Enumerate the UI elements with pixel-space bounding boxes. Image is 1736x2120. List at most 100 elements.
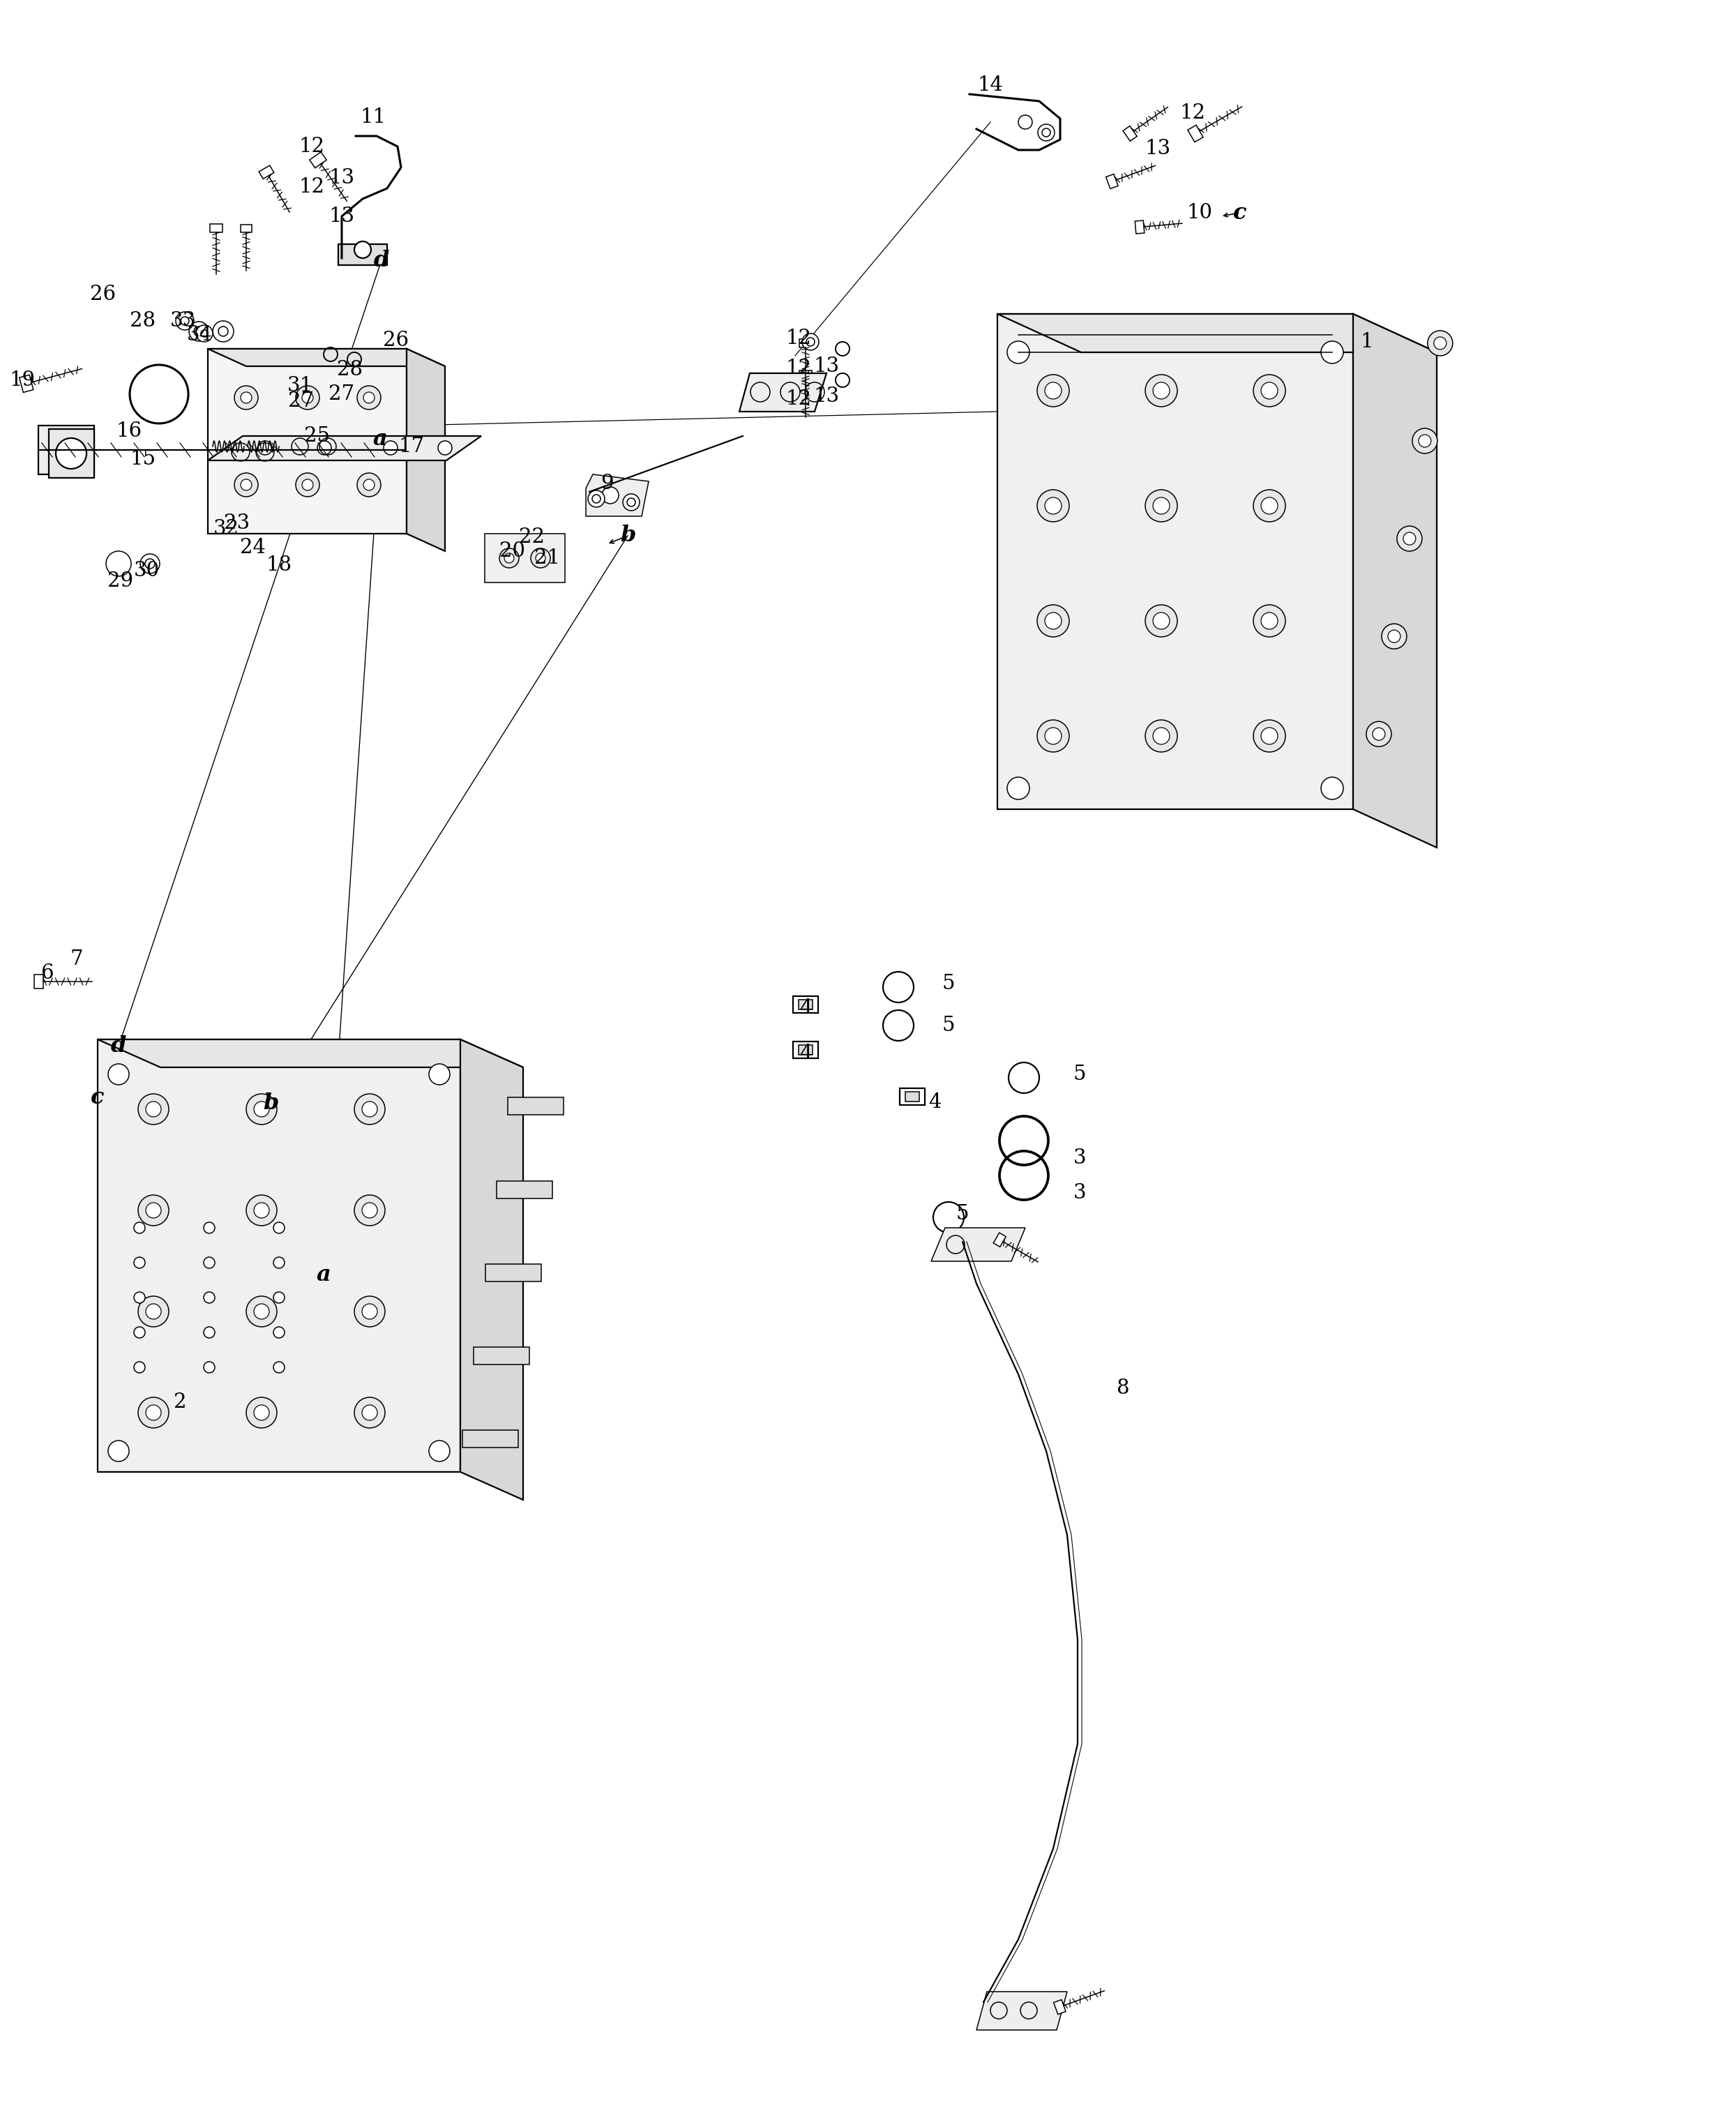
Circle shape — [437, 441, 451, 456]
Polygon shape — [799, 371, 812, 379]
Circle shape — [1260, 727, 1278, 744]
Circle shape — [536, 553, 545, 564]
Text: 25: 25 — [304, 426, 330, 445]
Text: 2: 2 — [174, 1393, 186, 1412]
Polygon shape — [930, 1227, 1026, 1261]
Text: 16: 16 — [116, 422, 142, 441]
Circle shape — [363, 1406, 377, 1420]
Circle shape — [273, 1327, 285, 1338]
Text: 13: 13 — [814, 356, 840, 375]
Circle shape — [500, 549, 519, 568]
Text: 15: 15 — [130, 449, 156, 469]
Text: 26: 26 — [384, 331, 410, 350]
Circle shape — [1019, 114, 1033, 129]
Circle shape — [273, 1223, 285, 1234]
Text: 11: 11 — [361, 108, 385, 127]
Circle shape — [134, 1291, 146, 1304]
Circle shape — [1007, 341, 1029, 363]
Text: 12: 12 — [299, 178, 325, 197]
Circle shape — [363, 392, 375, 403]
Polygon shape — [460, 1039, 523, 1499]
Text: 5: 5 — [1073, 1064, 1087, 1083]
Text: 5: 5 — [957, 1204, 969, 1223]
Circle shape — [253, 1202, 269, 1219]
Circle shape — [1427, 331, 1453, 356]
Circle shape — [134, 1327, 146, 1338]
Circle shape — [592, 494, 601, 502]
Circle shape — [1321, 341, 1344, 363]
Circle shape — [273, 1257, 285, 1268]
Circle shape — [108, 1064, 128, 1085]
Circle shape — [1260, 613, 1278, 630]
Text: 32: 32 — [214, 519, 240, 538]
Polygon shape — [406, 350, 444, 551]
Circle shape — [214, 320, 234, 341]
Text: 3: 3 — [1073, 1149, 1087, 1168]
Circle shape — [1387, 630, 1401, 642]
Circle shape — [1382, 623, 1406, 649]
Text: 18: 18 — [266, 555, 292, 575]
Polygon shape — [1135, 220, 1144, 233]
Circle shape — [1146, 375, 1177, 407]
Circle shape — [146, 560, 155, 568]
Text: 5: 5 — [943, 973, 955, 994]
Circle shape — [302, 479, 312, 490]
Circle shape — [503, 553, 514, 564]
Circle shape — [384, 441, 398, 456]
Text: 12: 12 — [786, 358, 811, 377]
Polygon shape — [993, 1232, 1005, 1247]
Polygon shape — [740, 373, 826, 411]
Circle shape — [139, 1397, 168, 1429]
Circle shape — [241, 479, 252, 490]
Circle shape — [806, 337, 814, 346]
Text: 33: 33 — [170, 312, 196, 331]
Circle shape — [302, 392, 312, 403]
Circle shape — [1038, 125, 1054, 140]
Circle shape — [363, 1304, 377, 1319]
Circle shape — [139, 1295, 168, 1327]
Circle shape — [354, 1295, 385, 1327]
Polygon shape — [19, 375, 33, 392]
Text: 20: 20 — [500, 541, 526, 562]
Circle shape — [134, 1223, 146, 1234]
Circle shape — [1036, 721, 1069, 753]
Circle shape — [247, 1397, 278, 1429]
Circle shape — [203, 1291, 215, 1304]
Text: 13: 13 — [328, 167, 354, 189]
Circle shape — [1413, 428, 1437, 454]
Circle shape — [146, 1102, 161, 1117]
Circle shape — [1153, 498, 1170, 515]
Text: 1: 1 — [1361, 333, 1373, 352]
Circle shape — [354, 1094, 385, 1124]
Text: 27: 27 — [288, 392, 314, 411]
Circle shape — [623, 494, 639, 511]
Text: 8: 8 — [1116, 1378, 1130, 1397]
Circle shape — [318, 441, 332, 456]
Circle shape — [273, 1361, 285, 1374]
Circle shape — [181, 316, 189, 324]
Polygon shape — [339, 244, 387, 265]
Circle shape — [196, 324, 214, 341]
Circle shape — [1366, 721, 1391, 746]
Circle shape — [189, 322, 208, 341]
Circle shape — [1045, 613, 1061, 630]
Polygon shape — [585, 475, 649, 517]
Circle shape — [1260, 498, 1278, 515]
Text: 29: 29 — [108, 570, 134, 591]
Circle shape — [1253, 375, 1285, 407]
Circle shape — [1146, 604, 1177, 636]
Polygon shape — [97, 1039, 460, 1471]
Circle shape — [589, 490, 604, 507]
Circle shape — [295, 473, 319, 496]
Circle shape — [1153, 727, 1170, 744]
Circle shape — [146, 1202, 161, 1219]
Circle shape — [146, 1406, 161, 1420]
Bar — [793, 1041, 818, 1058]
Text: 17: 17 — [399, 437, 425, 456]
Circle shape — [1403, 532, 1417, 545]
Polygon shape — [35, 975, 43, 988]
Text: 7: 7 — [69, 950, 83, 969]
Polygon shape — [241, 225, 252, 233]
Polygon shape — [998, 314, 1352, 810]
Circle shape — [253, 1102, 269, 1117]
